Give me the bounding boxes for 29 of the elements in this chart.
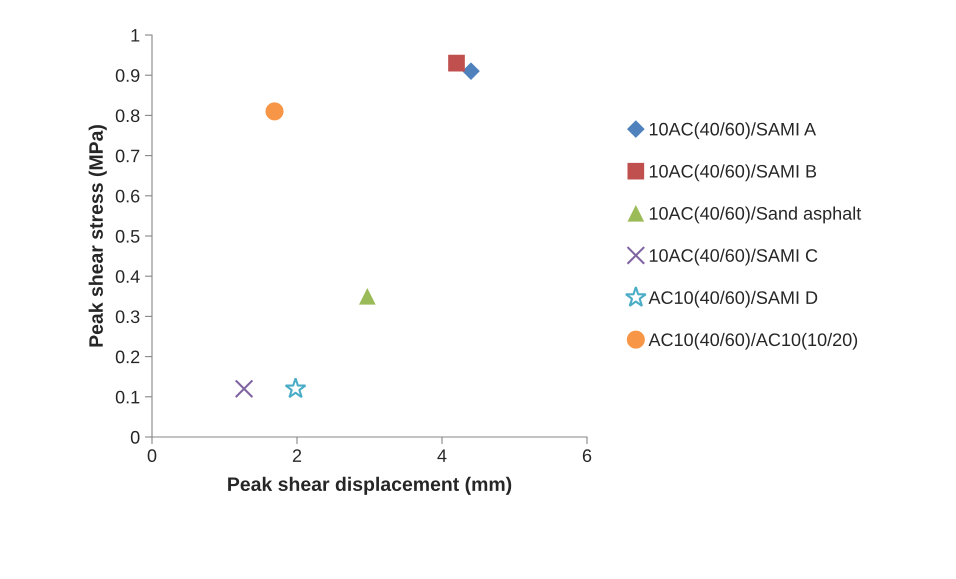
- y-tick-label: 0: [130, 430, 140, 444]
- y-tick-label: 0.4: [116, 270, 140, 283]
- point: [265, 102, 284, 120]
- x-axis-title: Peak shear displacement (mm): [228, 476, 512, 495]
- y-tick-label: 0.6: [116, 190, 140, 203]
- legend-label: 10AC(40/60)/Sand asphalt: [650, 206, 862, 224]
- y-tick-label: 1: [132, 29, 140, 42]
- y-tick-label: 0.1: [116, 390, 140, 404]
- point: [462, 62, 480, 80]
- point: [284, 377, 306, 398]
- y-tick-label: 0.2: [116, 350, 140, 364]
- legend-label: 10AC(40/60)/SAMI C: [650, 248, 818, 266]
- x-tick-label: 4: [437, 449, 446, 462]
- legend-label: AC10(40/60)/AC10(10/20): [648, 332, 858, 350]
- y-axis-title: Peak shear stress (MPa): [88, 125, 107, 347]
- point: [448, 54, 465, 72]
- x-tick-label: 2: [292, 449, 302, 462]
- legend-label: AC10(40/60)/SAMI D: [648, 290, 818, 308]
- x-tick-label: 6: [582, 449, 592, 462]
- y-tick-label: 0.5: [116, 230, 140, 243]
- x-tick-label: 0: [148, 449, 156, 462]
- point: [234, 379, 254, 398]
- y-tick-label: 0.7: [116, 150, 140, 162]
- legend-label: 10AC(40/60)/SAMI A: [650, 122, 816, 140]
- legend-label: 10AC(40/60)/SAMI B: [650, 164, 816, 182]
- y-tick-label: 0.9: [116, 69, 140, 82]
- y-tick-label: 0.3: [116, 310, 140, 324]
- point: [358, 288, 376, 305]
- y-tick-label: 0.8: [116, 109, 140, 122]
